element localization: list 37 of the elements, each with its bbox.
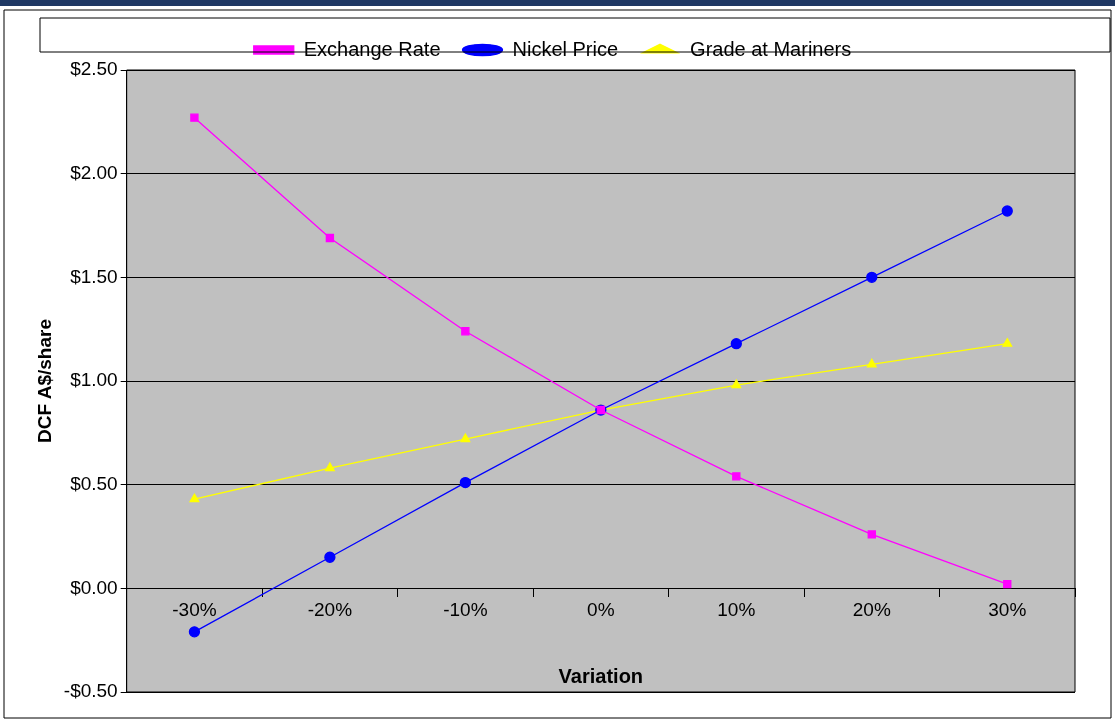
point (461, 327, 470, 336)
point (459, 476, 472, 489)
x-tick-label: -30% (172, 598, 217, 620)
point (867, 530, 876, 539)
y-tick-label: $0.50 (70, 472, 118, 494)
x-tick-label: -10% (443, 598, 488, 620)
y-tick-label: -$0.50 (63, 680, 118, 702)
point (866, 271, 878, 283)
y-axis-title: DCF A$/share (33, 319, 55, 443)
point (866, 358, 877, 368)
y-tick-label: $1.00 (70, 369, 118, 391)
point (731, 379, 742, 389)
y-tick-label: $2.00 (70, 161, 118, 183)
point (1002, 338, 1013, 347)
x-tick-label: 20% (852, 598, 891, 620)
legend-label: Grade at Mariners (690, 37, 852, 60)
x-tick-label: 30% (988, 598, 1027, 620)
x-tick-label: 0% (587, 598, 615, 620)
point (325, 233, 335, 243)
point (1003, 580, 1012, 589)
point (324, 551, 336, 563)
x-axis-title: Variation (558, 664, 644, 687)
y-tick-label: $2.50 (70, 58, 118, 80)
y-tick-label: $1.50 (70, 265, 118, 287)
point (324, 462, 335, 472)
point (732, 472, 741, 481)
point (188, 626, 201, 638)
point (189, 493, 200, 503)
x-tick-label: 10% (717, 598, 756, 620)
point (460, 433, 471, 443)
y-tick-label: $0.00 (70, 576, 118, 598)
point (190, 113, 199, 122)
point (730, 338, 742, 350)
legend-label: Nickel Price (512, 37, 619, 60)
legend-label: Exchange Rate (303, 37, 441, 60)
point (1001, 205, 1013, 217)
x-tick-label: -20% (307, 598, 353, 620)
